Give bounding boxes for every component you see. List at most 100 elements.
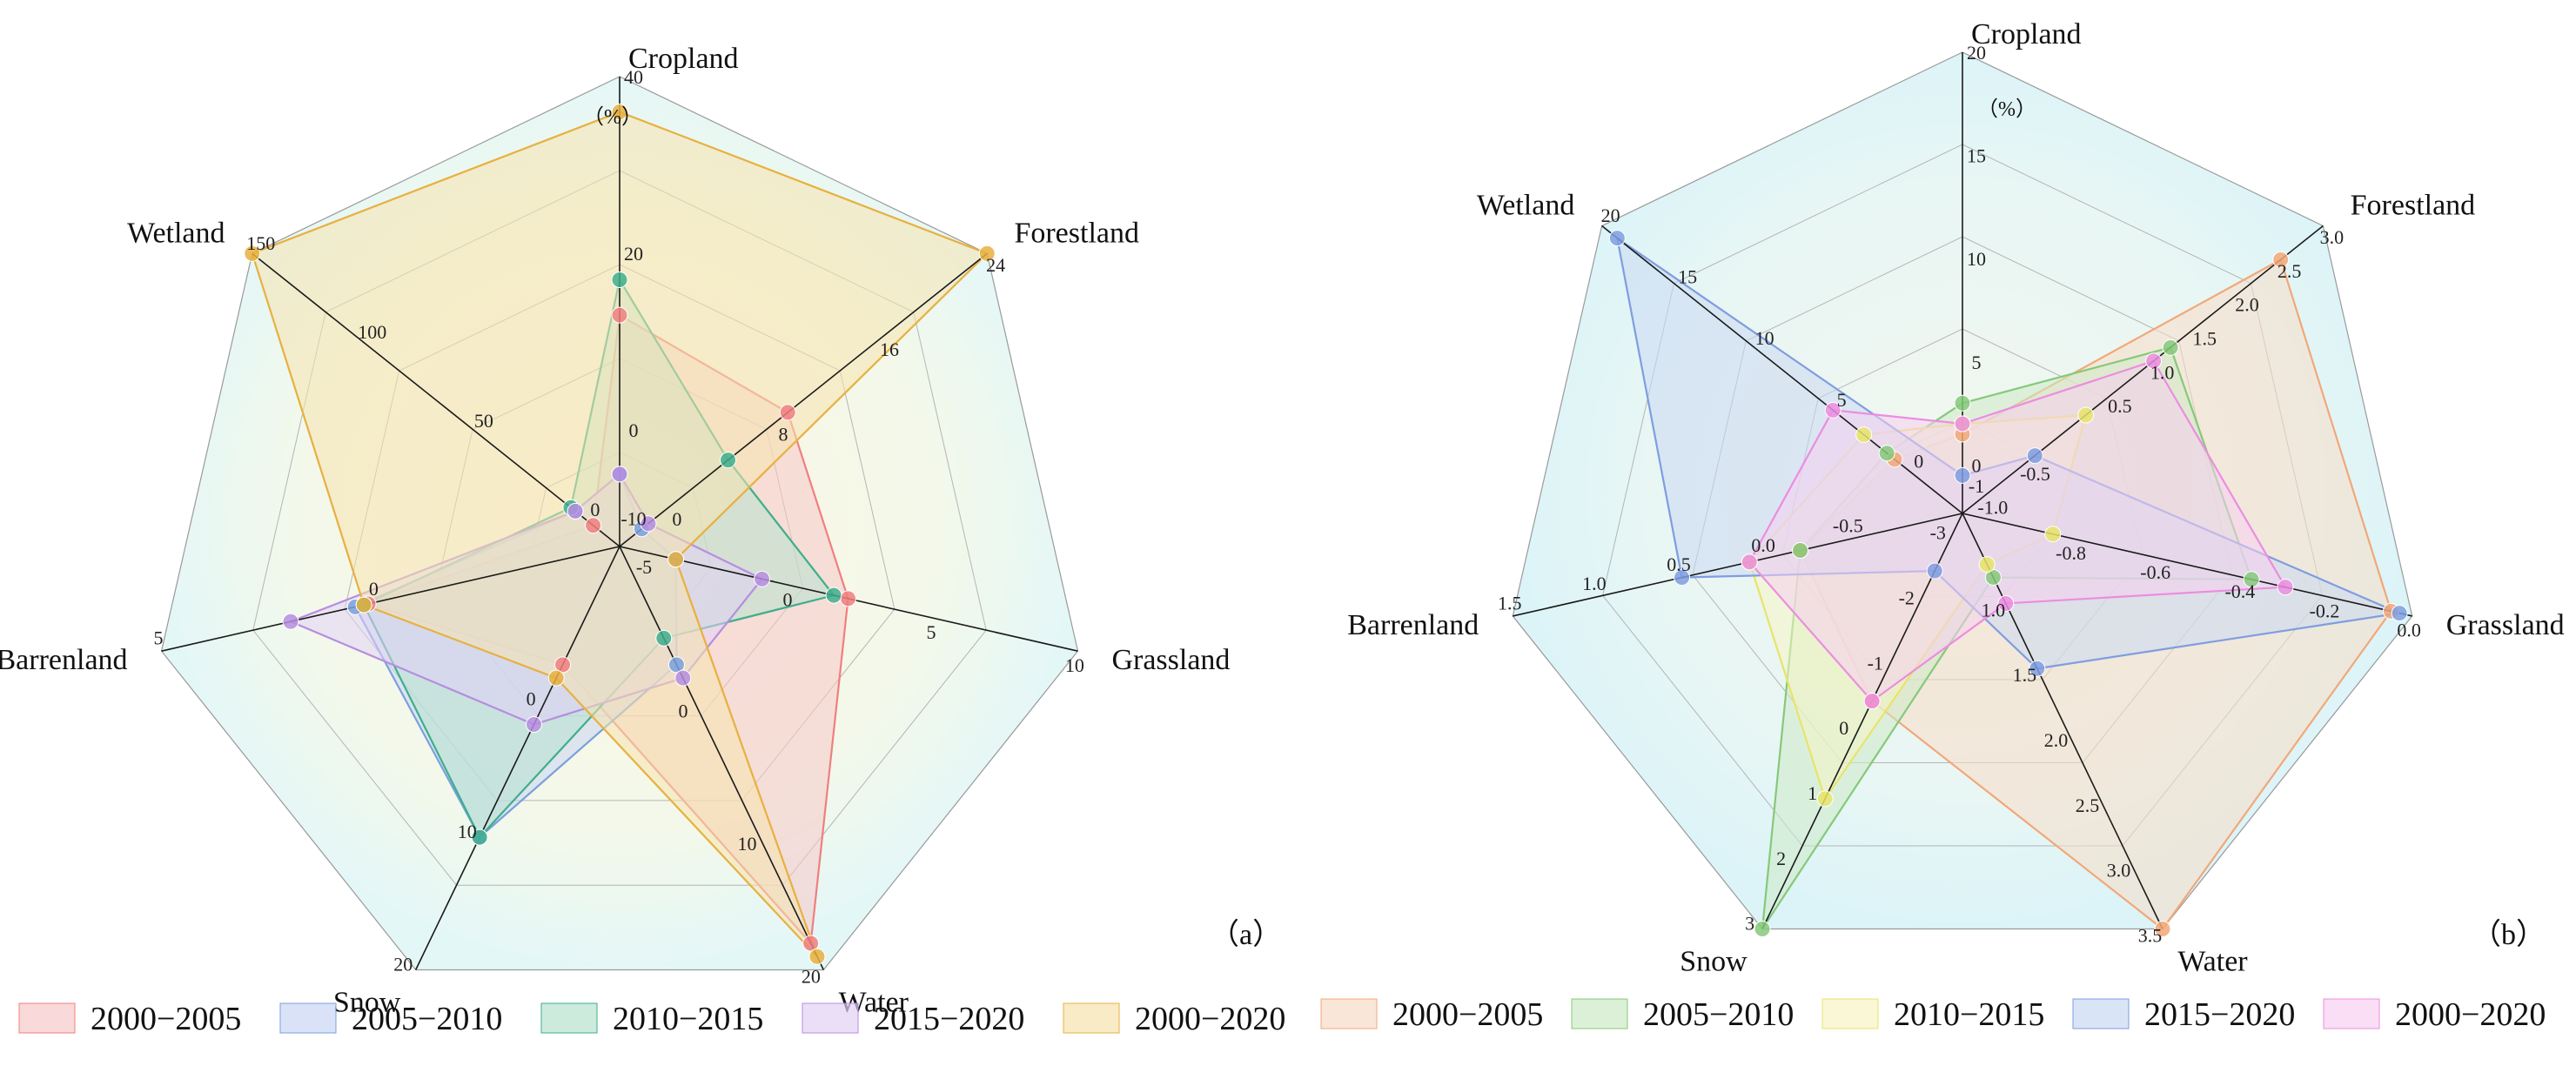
tick-label-wetland: 5 bbox=[1837, 389, 1847, 411]
tick-label-grassland: 10 bbox=[1065, 654, 1084, 676]
tick-label-barrenland: 0.0 bbox=[1751, 534, 1775, 556]
point-2000-2020-cropland bbox=[611, 104, 628, 121]
point-2005-2010-barrenland bbox=[1792, 542, 1809, 560]
tick-label-water: 2.5 bbox=[2076, 794, 2100, 816]
tick-label-wetland: 50 bbox=[474, 410, 493, 432]
point-2010-2015-water bbox=[655, 629, 673, 647]
tick-label-forestland: 2.5 bbox=[2277, 260, 2302, 282]
point-2010-2015-grassland bbox=[825, 587, 842, 604]
panel-label: （a） bbox=[1210, 918, 1282, 951]
tick-label-cropland: 0 bbox=[629, 419, 639, 441]
tick-label-water: 10 bbox=[737, 833, 756, 855]
tick-label-snow: 3 bbox=[1745, 913, 1754, 935]
tick-label-wetland: 20 bbox=[1601, 204, 1620, 226]
point-2000-2020-wetland bbox=[1824, 401, 1841, 419]
legend-swatch bbox=[540, 1002, 598, 1034]
legend-item-2010-2015: 2010−2015 bbox=[540, 1001, 763, 1037]
point-2015-2020-wetland bbox=[1608, 230, 1626, 247]
legend-item-2005-2010: 2005−2010 bbox=[279, 1001, 502, 1037]
point-2015-2020-cropland bbox=[611, 466, 628, 483]
point-2000-2005-water bbox=[802, 935, 820, 952]
axis-label-wetland: Wetland bbox=[127, 217, 225, 249]
tick-label-wetland: 15 bbox=[1678, 266, 1697, 288]
point-2000-2005-forestland bbox=[2272, 251, 2290, 268]
legend-panel-b: 2000−2005 2005−2010 2010−2015 2015−2020 2000… bbox=[1320, 996, 2546, 1033]
tick-label-grassland: 0 bbox=[782, 588, 792, 610]
point-2000-2005-snow bbox=[554, 656, 572, 674]
legend-label: 2000−2005 bbox=[91, 1001, 241, 1037]
tick-label-grassland: -0.8 bbox=[2056, 542, 2086, 564]
tick-label-snow: -2 bbox=[1899, 587, 1915, 609]
point-2010-2015-snow bbox=[1816, 790, 1834, 808]
tick-label-wetland: 10 bbox=[1755, 327, 1774, 349]
point-2005-2010-forestland bbox=[2162, 339, 2179, 356]
point-2000-2020-cropland bbox=[1954, 415, 1971, 432]
point-2010-2015-forestland bbox=[720, 452, 737, 469]
tick-label-forestland: 0 bbox=[672, 508, 681, 530]
legend-label: 2000−2020 bbox=[2395, 996, 2546, 1033]
tick-label-wetland: 0 bbox=[1914, 450, 1923, 472]
tick-label-forestland: 1.5 bbox=[2193, 328, 2217, 350]
axis-line-barrenland bbox=[161, 546, 621, 652]
legend-swatch bbox=[1821, 998, 1879, 1029]
legend-panel-a: 2000−2005 2005−2010 2010−2015 2015−2020 2000… bbox=[18, 1001, 1285, 1037]
axis-label-grassland: Grassland bbox=[1111, 644, 1230, 676]
axis-label-forestland: Forestland bbox=[2351, 190, 2476, 222]
axis-label-forestland: Forestland bbox=[1014, 217, 1139, 249]
tick-label-snow: 10 bbox=[458, 821, 477, 842]
tick-label-water: 3.0 bbox=[2107, 860, 2131, 882]
point-2010-2015-grassland bbox=[2044, 526, 2062, 543]
tick-label-barrenland: 0.5 bbox=[1667, 553, 1691, 575]
point-2000-2020-forestland bbox=[978, 245, 996, 262]
axis-label-snow: Snow bbox=[1680, 946, 1748, 978]
legend-item-2000-2020: 2000−2020 bbox=[2323, 996, 2546, 1033]
tick-label-snow: -3 bbox=[1930, 522, 1946, 544]
point-2000-2020-barrenland bbox=[1741, 553, 1758, 571]
point-2015-2020-barrenland bbox=[1674, 569, 1691, 587]
point-2005-2010-snow bbox=[1754, 921, 1771, 938]
legend-item-2015-2020: 2015−2020 bbox=[802, 1001, 1024, 1037]
tick-label-forestland: 0.5 bbox=[2108, 395, 2132, 417]
point-2005-2010-cropland bbox=[1954, 394, 1971, 412]
tick-label-forestland: -1.0 bbox=[1977, 497, 2008, 519]
tick-label-snow: 0 bbox=[527, 688, 536, 710]
tick-label-grassland: 5 bbox=[926, 621, 936, 643]
tick-label-water: 3.5 bbox=[2138, 924, 2163, 946]
point-2015-2020-forestland bbox=[2026, 447, 2043, 465]
legend-swatch bbox=[1320, 998, 1378, 1029]
point-2000-2020-grassland bbox=[667, 551, 685, 568]
point-2005-2010-wetland bbox=[1878, 445, 1895, 462]
axis-label-snow: Snow bbox=[333, 987, 401, 1019]
tick-label-forestland: 16 bbox=[880, 339, 899, 360]
tick-label-snow: 20 bbox=[393, 954, 413, 975]
tick-label-wetland: 100 bbox=[358, 321, 386, 343]
tick-label-water: 0 bbox=[679, 701, 688, 722]
tick-label-forestland: 1.0 bbox=[2150, 361, 2175, 383]
legend-item-2000-2005: 2000−2005 bbox=[18, 1001, 241, 1037]
point-2015-2020-snow bbox=[526, 716, 543, 734]
axis-line-snow bbox=[1761, 513, 1963, 929]
legend-swatch bbox=[802, 1002, 859, 1034]
legend-item-2000-2005: 2000−2005 bbox=[1320, 996, 1543, 1033]
tick-label-barrenland: 1.5 bbox=[1498, 592, 1522, 613]
point-2000-2020-water bbox=[808, 948, 826, 965]
axis-line-water bbox=[619, 546, 825, 970]
legend-item-2005-2010: 2005−2010 bbox=[1571, 996, 1794, 1033]
tick-label-forestland: -0.5 bbox=[2020, 463, 2050, 485]
point-2015-2020-grassland bbox=[2391, 605, 2408, 622]
point-2015-2020-water bbox=[674, 669, 692, 687]
tick-label-grassland: -0.4 bbox=[2224, 580, 2255, 602]
point-2015-2020-wetland bbox=[567, 502, 584, 520]
legend-swatch bbox=[1063, 1002, 1120, 1034]
tick-label-grassland: 0.0 bbox=[2397, 620, 2421, 641]
axis-label-wetland: Wetland bbox=[1477, 190, 1574, 222]
point-2005-2010-water bbox=[667, 656, 685, 674]
axis-line-wetland bbox=[252, 252, 621, 547]
point-2000-2020-snow bbox=[547, 669, 565, 687]
point-2010-2015-forestland bbox=[2077, 406, 2095, 424]
tick-label-snow: 0 bbox=[1839, 717, 1848, 739]
tick-label-cropland: -1 bbox=[1969, 475, 1984, 497]
legend-swatch bbox=[1571, 998, 1628, 1029]
